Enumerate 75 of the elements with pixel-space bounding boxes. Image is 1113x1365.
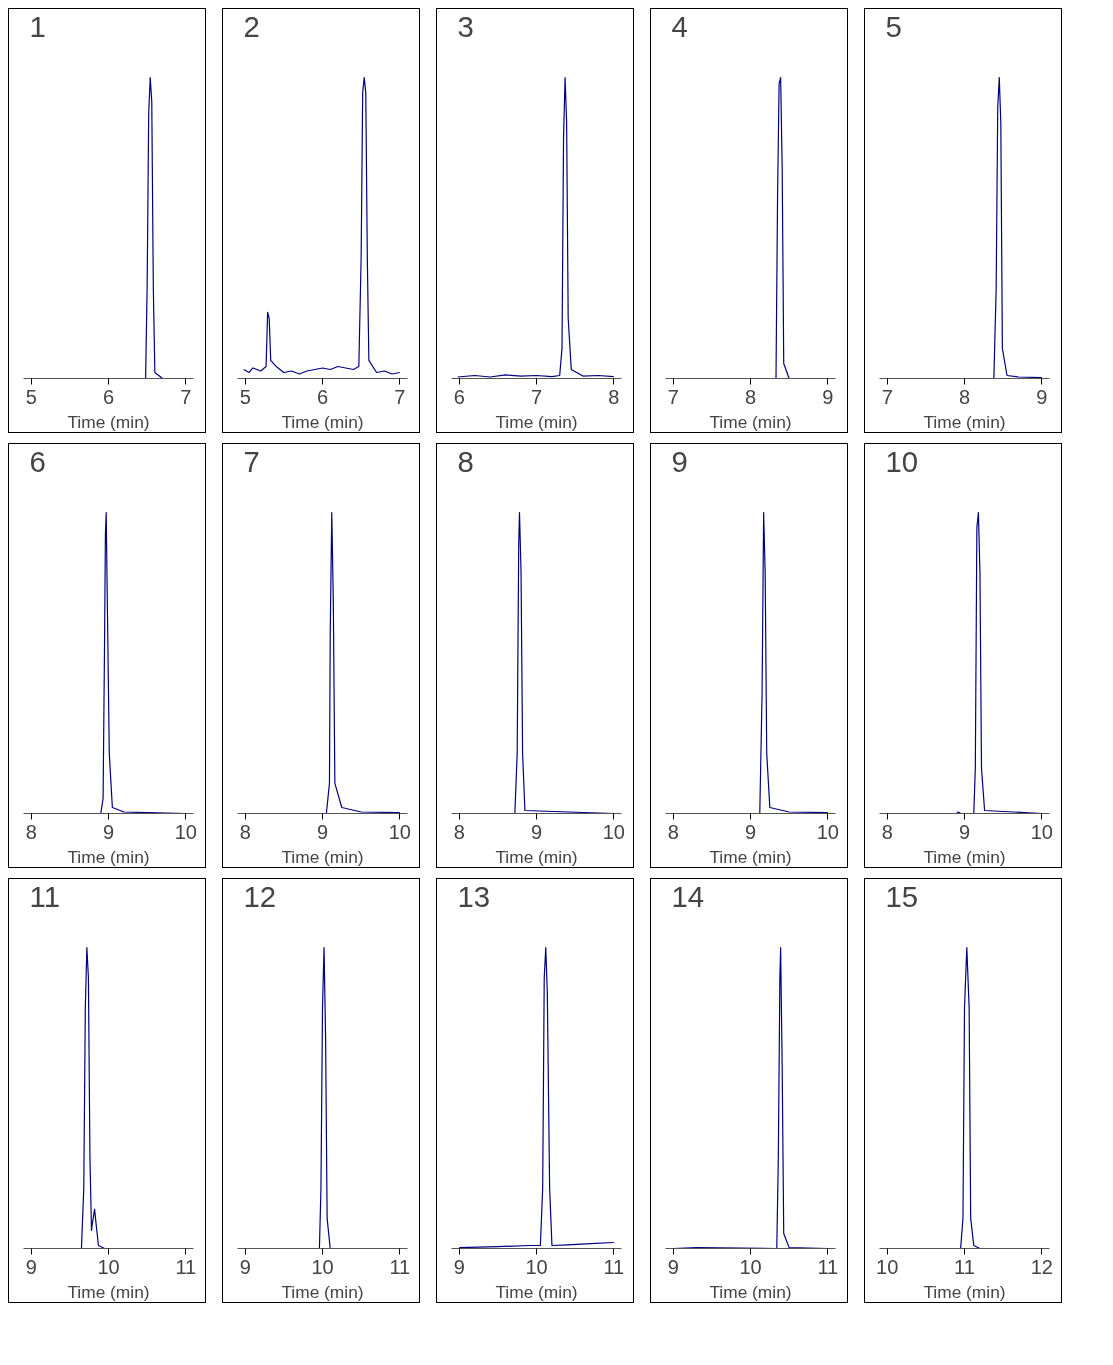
x-tick-label: 9 <box>667 1255 679 1278</box>
x-axis-title: Time (min) <box>495 846 578 867</box>
chart-title: 15 <box>885 879 919 913</box>
x-tick-label: 7 <box>394 385 406 408</box>
x-axis-title: Time (min) <box>281 411 364 432</box>
chart-title: 7 <box>243 444 260 478</box>
x-tick-label: 8 <box>667 820 679 843</box>
x-tick-label: 8 <box>744 385 757 408</box>
x-tick-label: 6 <box>102 385 115 408</box>
x-tick-label: 9 <box>453 1255 465 1278</box>
x-tick-label: 7 <box>881 385 893 408</box>
x-tick-label: 9 <box>1036 385 1048 408</box>
chart-title: 3 <box>457 9 474 43</box>
x-tick-label: 8 <box>239 820 251 843</box>
x-axis-title: Time (min) <box>923 411 1006 432</box>
chart-title: 12 <box>243 879 277 913</box>
x-tick-label: 10 <box>602 820 625 843</box>
chart-title: 9 <box>671 444 688 478</box>
x-tick-label: 9 <box>25 1255 37 1278</box>
x-axis-title: Time (min) <box>495 1281 578 1302</box>
x-tick-label: 9 <box>316 820 329 843</box>
x-tick-label: 10 <box>311 1255 334 1278</box>
chart-title: 6 <box>29 444 46 478</box>
x-tick-label: 9 <box>530 820 543 843</box>
x-tick-label: 12 <box>1030 1255 1053 1278</box>
x-axis-title: Time (min) <box>709 846 792 867</box>
x-axis-title: Time (min) <box>923 846 1006 867</box>
x-tick-label: 10 <box>876 1255 899 1278</box>
x-tick-label: 10 <box>1030 820 1053 843</box>
x-tick-label: 7 <box>180 385 192 408</box>
x-tick-label: 10 <box>97 1255 120 1278</box>
x-tick-label: 10 <box>525 1255 548 1278</box>
x-tick-label: 9 <box>822 385 834 408</box>
x-tick-label: 10 <box>388 820 411 843</box>
chart-title: 13 <box>457 879 491 913</box>
chart-title: 14 <box>671 879 705 913</box>
x-axis-title: Time (min) <box>281 846 364 867</box>
x-axis-title: Time (min) <box>67 411 150 432</box>
chart-title: 8 <box>457 444 474 478</box>
x-tick-label: 8 <box>608 385 620 408</box>
chart-title: 10 <box>885 444 919 478</box>
x-tick-label: 7 <box>530 385 543 408</box>
x-axis-title: Time (min) <box>495 411 578 432</box>
chart-title: 1 <box>29 9 46 43</box>
x-tick-label: 10 <box>816 820 839 843</box>
x-tick-label: 8 <box>958 385 971 408</box>
x-tick-label: 10 <box>739 1255 762 1278</box>
x-tick-label: 9 <box>102 820 115 843</box>
x-tick-label: 9 <box>239 1255 251 1278</box>
chart-title: 2 <box>243 9 260 43</box>
x-axis-title: Time (min) <box>709 1281 792 1302</box>
chart-title: 4 <box>671 9 688 43</box>
x-axis-title: Time (min) <box>67 846 150 867</box>
x-axis-title: Time (min) <box>67 1281 150 1302</box>
x-tick-label: 5 <box>239 385 251 408</box>
x-tick-label: 11 <box>817 1255 839 1278</box>
x-tick-label: 9 <box>958 820 971 843</box>
x-axis-title: Time (min) <box>281 1281 364 1302</box>
x-tick-label: 11 <box>175 1255 197 1278</box>
x-tick-label: 8 <box>881 820 893 843</box>
x-tick-label: 8 <box>453 820 465 843</box>
x-tick-label: 11 <box>954 1255 975 1278</box>
x-tick-label: 7 <box>667 385 679 408</box>
chart-title: 5 <box>885 9 902 43</box>
x-tick-label: 6 <box>316 385 329 408</box>
x-tick-label: 8 <box>25 820 37 843</box>
x-tick-label: 5 <box>25 385 37 408</box>
x-tick-label: 6 <box>453 385 465 408</box>
x-tick-label: 11 <box>603 1255 625 1278</box>
x-axis-title: Time (min) <box>923 1281 1006 1302</box>
x-tick-label: 9 <box>744 820 757 843</box>
x-tick-label: 10 <box>174 820 197 843</box>
x-axis-title: Time (min) <box>709 411 792 432</box>
x-tick-label: 11 <box>389 1255 411 1278</box>
chart-title: 11 <box>29 879 60 913</box>
